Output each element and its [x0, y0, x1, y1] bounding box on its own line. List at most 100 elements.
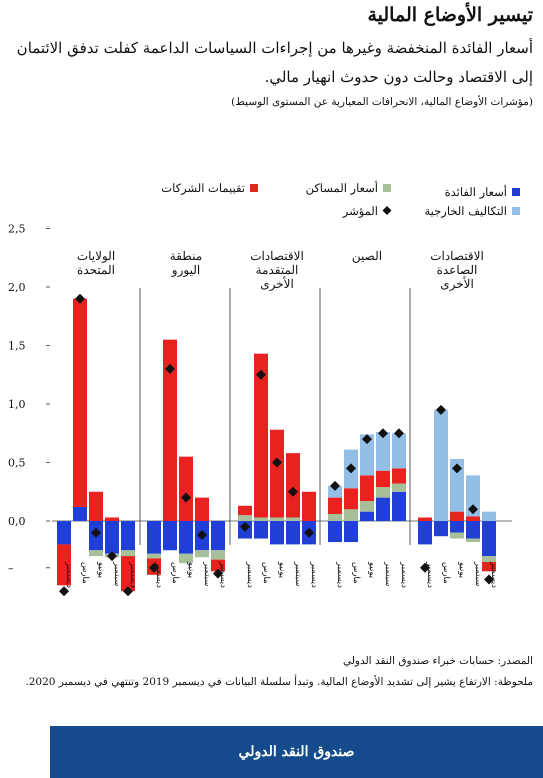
group-label-line: الأخرى: [440, 276, 474, 291]
group-label-line: الأخرى: [260, 276, 294, 291]
x-tick-label: يونيو: [457, 561, 467, 579]
bar-segment-housing: [360, 501, 374, 512]
x-tick-label: مارس: [80, 562, 90, 584]
bar-segment-housing: [254, 517, 268, 521]
bar-segment-interest: [392, 491, 406, 521]
group-label-line: الصين: [352, 249, 382, 263]
bar-segment-corporate: [376, 470, 390, 488]
bar-segment-housing: [211, 550, 225, 560]
index-marker: [346, 463, 356, 474]
bar-segment-housing: [195, 550, 209, 558]
group-label-line: الصاعدة: [437, 263, 478, 277]
index-marker: [272, 457, 282, 468]
legend-swatch-housing: [383, 184, 391, 192]
bar-segment-interest: [376, 497, 390, 521]
bar-segment-housing: [376, 487, 390, 498]
index-marker: [330, 480, 340, 491]
bar-segment-external: [434, 409, 448, 521]
bar-segment-corporate: [238, 505, 252, 516]
bar-segment-interest: [163, 521, 177, 551]
x-tick-label: سبتمبر: [112, 561, 122, 586]
source-note: المصدر: حسابات خبراء صندوق النقد الدولي: [342, 655, 533, 667]
bar-segment-corporate: [270, 429, 284, 518]
bar-segment-interest: [57, 521, 71, 545]
index-marker: [107, 551, 117, 562]
bar-segment-interest: [418, 521, 432, 545]
x-tick-label: ديسمبر: [245, 561, 255, 588]
bar-segment-external: [360, 434, 374, 476]
group-label-line: الاقتصادات: [250, 249, 304, 263]
bar-segment-external: [482, 511, 496, 521]
y-tick-label: –: [8, 562, 14, 575]
bar-segment-housing: [238, 515, 252, 521]
bar-segment-corporate: [418, 517, 432, 521]
index-marker: [468, 504, 478, 515]
x-tick-label: مارس: [441, 562, 451, 584]
bar-segment-interest: [73, 506, 87, 521]
bar-segment-external: [376, 432, 390, 471]
index-marker: [362, 434, 372, 445]
x-tick-label: ديسمبر: [425, 561, 435, 588]
bar-segment-housing: [450, 532, 464, 539]
bar-segment-corporate: [163, 339, 177, 521]
bar-segment-housing: [482, 556, 496, 562]
group-label-line: المتقدمة: [256, 263, 299, 277]
bar-segment-corporate: [286, 453, 300, 518]
bar-segment-interest: [147, 521, 161, 554]
index-marker: [256, 369, 266, 380]
bar-segment-corporate: [344, 488, 358, 510]
index-marker: [394, 428, 404, 439]
index-marker: [240, 521, 250, 532]
bar-segment-corporate: [360, 475, 374, 502]
index-marker: [213, 568, 223, 579]
bar-segment-housing: [147, 553, 161, 559]
bar-segment-external: [466, 475, 480, 517]
bar-segment-external: [328, 485, 342, 498]
bar-segment-interest: [179, 521, 193, 554]
bar-segment-interest: [482, 521, 496, 557]
chart-units-note: (مؤشرات الأوضاع المالية، الانحرافات المع…: [231, 96, 533, 108]
x-tick-label: سبتمبر: [383, 561, 393, 586]
index-marker: [484, 574, 494, 585]
group-label-line: الاقتصادات: [430, 249, 484, 263]
chart-subtitle: أسعار الفائدة المنخفضة وغيرها من إجراءات…: [16, 39, 533, 86]
bar-segment-housing: [466, 538, 480, 543]
x-tick-label: ديسمبر: [489, 561, 499, 588]
footnote: ملحوظة: الارتفاع يشير إلى تشديد الأوضاع …: [25, 676, 533, 688]
bar-segment-corporate: [179, 456, 193, 521]
bar-segment-corporate: [328, 497, 342, 514]
bar-segment-corporate: [57, 544, 71, 586]
index-marker: [123, 586, 133, 597]
bar-segment-interest: [211, 521, 225, 551]
bar-segment-housing: [179, 553, 193, 564]
legend-swatch-interest: [512, 188, 520, 196]
legend-swatch-corporate: [250, 184, 258, 192]
group-label-line: اليورو: [171, 263, 200, 277]
bar-segment-corporate: [482, 561, 496, 572]
bar-segment-corporate: [121, 556, 135, 592]
legend-label-corporate: تقييمات الشركات: [161, 181, 245, 195]
bar-segment-interest: [360, 511, 374, 521]
bar-segment-housing: [344, 509, 358, 521]
bar-segment-corporate: [466, 516, 480, 521]
bar-segment-interest: [466, 521, 480, 539]
x-tick-label: يونيو: [96, 561, 106, 579]
group-label-2: الاقتصادات المتقدمة الأخرى: [250, 249, 304, 291]
x-tick-label: ديسمبر: [154, 561, 164, 588]
legend: أسعار الفائدة أسعار المساكن تقييمات الشركا…: [161, 180, 520, 218]
x-tick-label: مارس: [261, 562, 271, 584]
index-marker: [75, 293, 85, 304]
legend-swatch-external: [512, 207, 520, 215]
index-marker: [197, 530, 207, 541]
group-label-3: الصين: [352, 249, 382, 263]
index-marker: [420, 562, 430, 573]
bar-segment-corporate: [211, 559, 225, 572]
x-tick-label: ديسمبر: [64, 561, 74, 588]
x-tick-label: مارس: [351, 562, 361, 584]
x-tick-label: ديسمبر: [218, 561, 228, 588]
bar-segment-interest: [344, 521, 358, 543]
x-tick-label: يونيو: [367, 561, 377, 579]
bar-segment-external: [392, 433, 406, 469]
bar-segment-corporate: [392, 468, 406, 484]
index-marker: [452, 463, 462, 474]
